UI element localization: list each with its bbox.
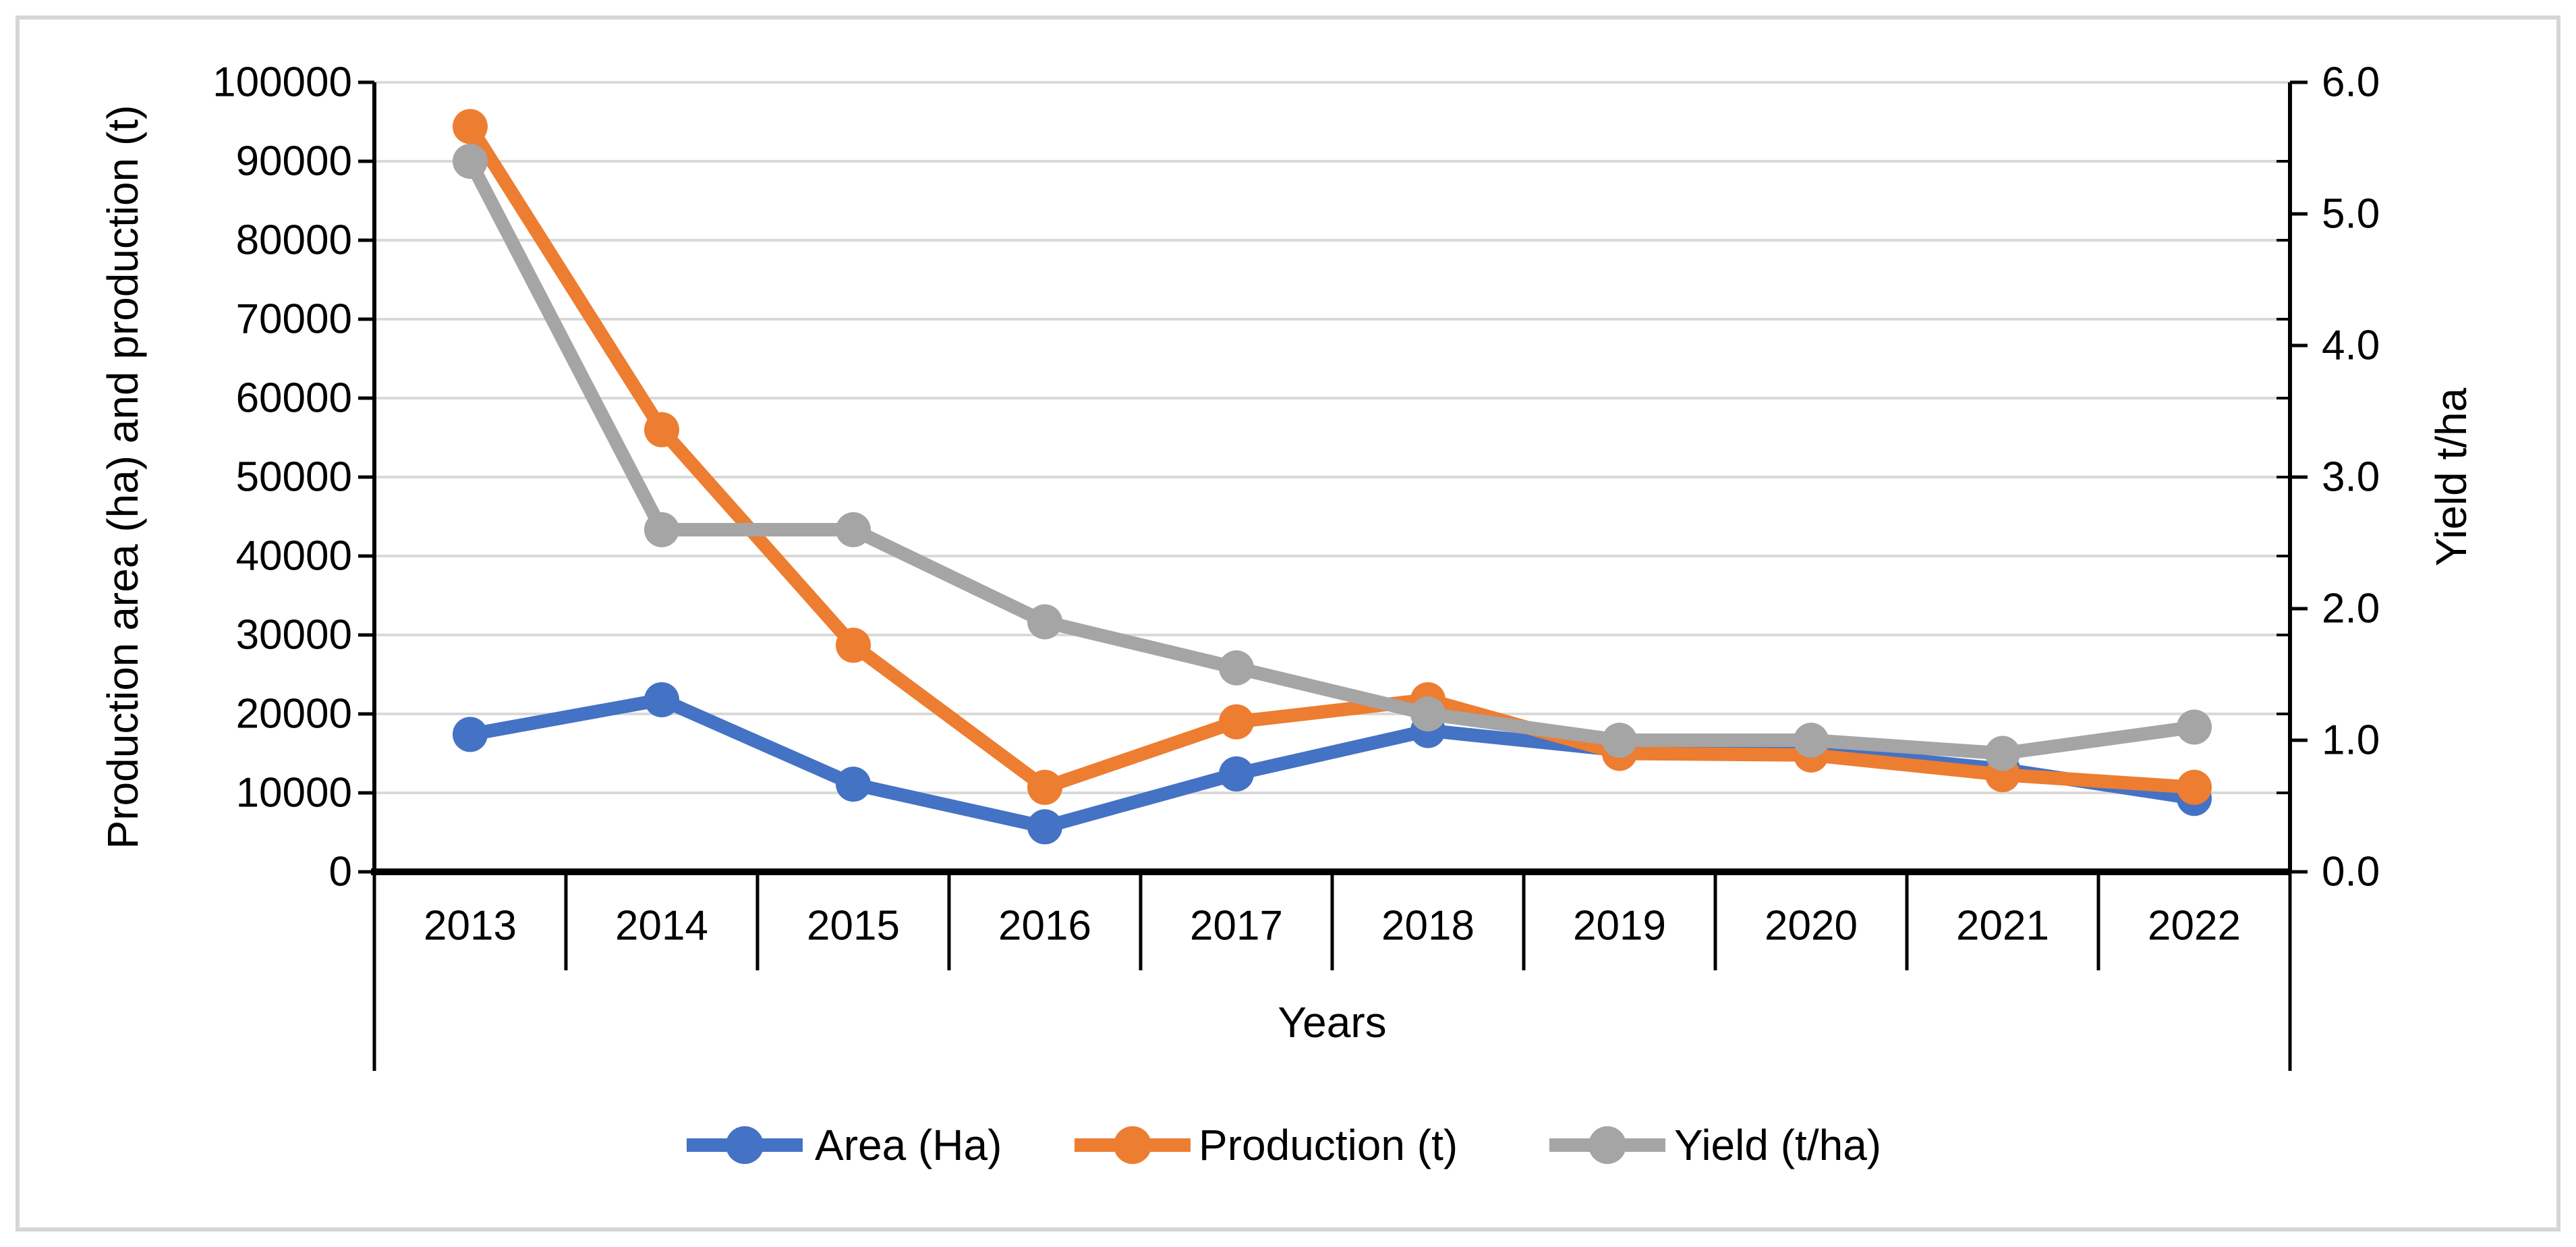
legend-label-yield: Yield (t/ha) bbox=[1674, 1121, 1881, 1169]
left-axis-tick-label: 10000 bbox=[236, 770, 352, 816]
data-point-marker-production-t bbox=[1219, 704, 1254, 740]
left-axis-tick-label: 80000 bbox=[236, 217, 352, 264]
data-point-marker-area-ha bbox=[453, 717, 488, 752]
left-axis-tick-label: 50000 bbox=[236, 454, 352, 501]
left-axis-tick-label: 100000 bbox=[212, 59, 352, 106]
data-point-marker-area-ha bbox=[1219, 756, 1254, 792]
data-point-marker-production-t bbox=[836, 628, 871, 663]
data-point-marker-area-ha bbox=[836, 767, 871, 802]
axis-titles-layer: Production area (ha) and production (t) … bbox=[98, 105, 2475, 1169]
series-line-production-t bbox=[463, 119, 2201, 794]
x-axis-year-label: 2018 bbox=[1381, 903, 1475, 949]
right-axis-title: Yield t/ha bbox=[2427, 387, 2475, 566]
left-axis-tick-label: 0 bbox=[329, 849, 352, 895]
legend-marker-icon bbox=[1588, 1126, 1626, 1164]
data-point-marker-production-t bbox=[2177, 769, 2212, 805]
x-axis-year-label: 2021 bbox=[1956, 903, 2049, 949]
data-point-marker-area-ha bbox=[644, 682, 679, 717]
left-axis-tick-label: 70000 bbox=[236, 296, 352, 343]
x-axis-year-label: 2022 bbox=[2148, 903, 2241, 949]
data-point-marker-area-ha bbox=[1027, 809, 1062, 845]
legend-marker-icon bbox=[1114, 1126, 1151, 1164]
left-axis-tick-label: 40000 bbox=[236, 533, 352, 580]
left-axis-tick-label: 90000 bbox=[236, 138, 352, 185]
chart-frame-border bbox=[16, 16, 2560, 1231]
left-axis-title: Production area (ha) and production (t) bbox=[98, 105, 147, 850]
legend-label-production: Production (t) bbox=[1199, 1121, 1458, 1169]
legend-label-area: Area (Ha) bbox=[815, 1121, 1002, 1169]
right-axis-tick-label: 5.0 bbox=[2322, 191, 2380, 238]
right-axis-tick-label: 2.0 bbox=[2322, 586, 2380, 632]
data-point-marker-production-t bbox=[644, 412, 679, 447]
left-axis-tick-label: 30000 bbox=[236, 612, 352, 659]
data-point-marker-yield-t-ha bbox=[2177, 709, 2212, 745]
data-point-marker-yield-t-ha bbox=[644, 512, 679, 547]
data-point-marker-yield-t-ha bbox=[1219, 650, 1254, 686]
right-axis-tick-label: 1.0 bbox=[2322, 717, 2380, 764]
data-point-marker-yield-t-ha bbox=[1794, 723, 1829, 758]
left-axis-tick-label: 60000 bbox=[236, 375, 352, 422]
x-axis-year-label: 2016 bbox=[998, 903, 1091, 949]
data-point-marker-yield-t-ha bbox=[1027, 604, 1062, 640]
left-axis-tick-label: 20000 bbox=[236, 691, 352, 738]
series-line-yield-t-ha bbox=[463, 155, 2201, 760]
x-axis-year-label: 2015 bbox=[807, 903, 900, 949]
data-point-marker-production-t bbox=[1027, 769, 1062, 805]
data-point-marker-yield-t-ha bbox=[836, 512, 871, 547]
right-axis-tick-label: 3.0 bbox=[2322, 454, 2380, 501]
right-axis-tick-label: 0.0 bbox=[2322, 849, 2380, 895]
x-axis-year-label: 2019 bbox=[1573, 903, 1666, 949]
data-point-marker-yield-t-ha bbox=[1985, 736, 2020, 771]
x-axis-year-label: 2013 bbox=[424, 903, 517, 949]
x-axis-year-label: 2020 bbox=[1765, 903, 1858, 949]
x-axis-year-label: 2014 bbox=[615, 903, 708, 949]
legend-marker-icon bbox=[726, 1126, 764, 1164]
data-point-marker-yield-t-ha bbox=[453, 144, 488, 179]
data-point-marker-production-t bbox=[453, 109, 488, 144]
right-axis-tick-label: 4.0 bbox=[2322, 323, 2380, 369]
data-point-marker-yield-t-ha bbox=[1410, 696, 1446, 731]
x-axis-year-label: 2017 bbox=[1190, 903, 1283, 949]
right-axis-tick-label: 6.0 bbox=[2322, 59, 2380, 106]
data-point-marker-yield-t-ha bbox=[1602, 723, 1637, 758]
x-axis-title: Years bbox=[1278, 998, 1386, 1047]
